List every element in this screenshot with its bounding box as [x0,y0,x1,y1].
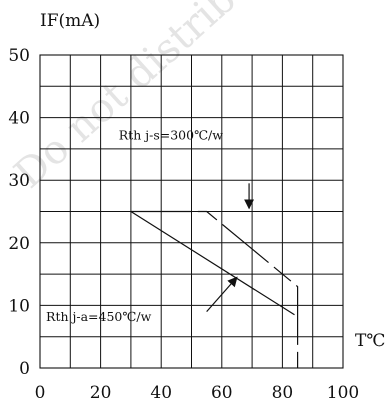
y-tick-label: 0 [19,359,30,379]
x-tick-labels: 0 20 40 60 80 100 [35,383,360,403]
y-tick-label: 30 [8,171,30,191]
annotation-arrow-2 [206,276,238,313]
x-tick-label: 40 [150,383,172,403]
y-tick-label: 40 [8,109,30,129]
x-axis-title: T℃ [355,331,385,351]
y-axis-title: IF(mA) [40,11,100,31]
annotations: Rth j-s=300℃/w Rth j-a=450℃/w [46,128,255,324]
y-tick-label: 50 [8,46,30,66]
series-lines [130,210,299,368]
x-tick-label: 100 [327,383,359,403]
series-line-1 [130,210,299,368]
y-tick-labels: 0 10 20 30 40 50 [8,46,30,379]
y-tick-label: 20 [8,234,30,254]
x-tick-label: 20 [90,383,112,403]
x-tick-label: 0 [35,383,46,403]
series-line-2 [130,210,295,316]
x-tick-label: 80 [272,383,294,403]
x-tick-label: 60 [211,383,233,403]
y-tick-label: 10 [8,296,30,316]
annotation-label-1: Rth j-s=300℃/w [119,128,223,143]
grid [39,54,344,369]
annotation-label-2: Rth j-a=450℃/w [46,309,152,324]
